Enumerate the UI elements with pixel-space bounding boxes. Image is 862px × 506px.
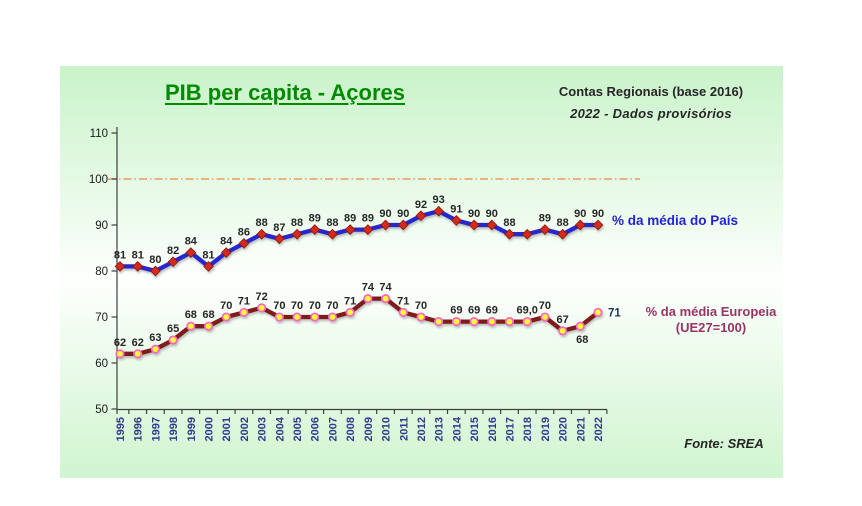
source-note: Fonte: SREA (684, 436, 764, 451)
legend-country-label: % da média do País (612, 213, 739, 228)
note-dados-provisorios: 2022 - Dados provisórios (570, 106, 732, 121)
legend-europe-label: % da média Europeia (UE27=100) (625, 304, 797, 336)
header-notes: Contas Regionais (base 2016) 2022 - Dado… (535, 84, 767, 122)
chart-title: PIB per capita - Açores (164, 80, 406, 105)
chart-figure (60, 66, 783, 478)
note-contas-regionais: Contas Regionais (base 2016) (558, 84, 744, 99)
legend-europe-line2: (UE27=100) (675, 320, 747, 335)
legend-europe-line1: % da média Europeia (645, 304, 777, 319)
